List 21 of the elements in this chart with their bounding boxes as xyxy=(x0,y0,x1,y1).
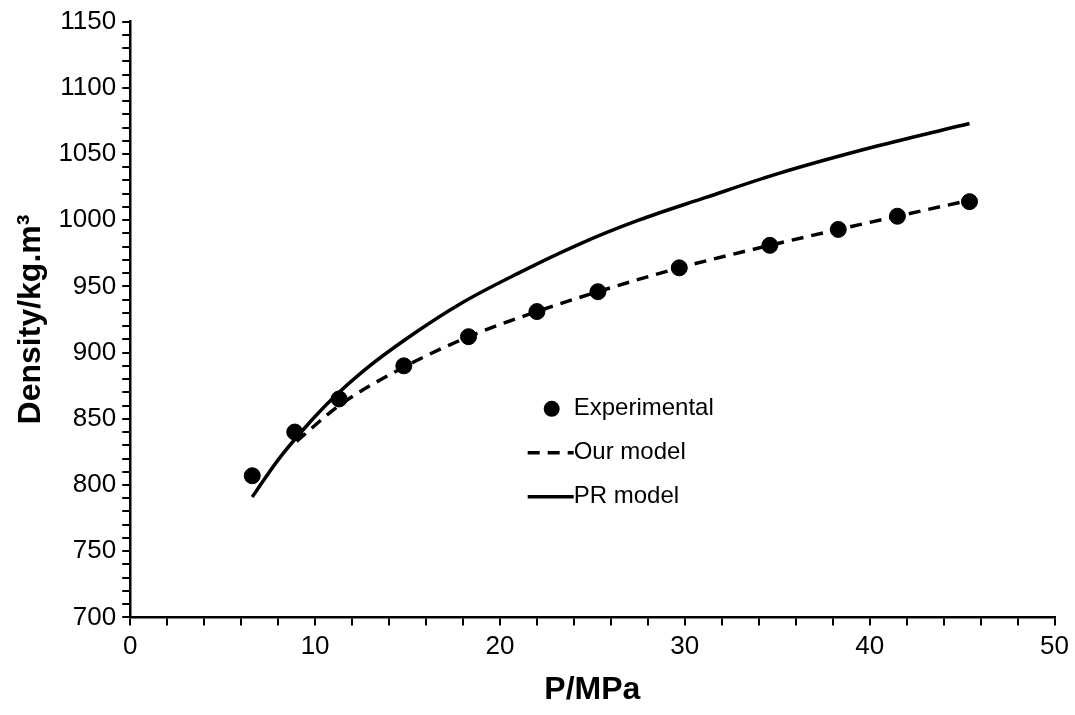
x-axis-title: P/MPa xyxy=(544,669,641,706)
y-axis-title: Density/kg.m³ xyxy=(11,214,48,425)
x-tick-label: 50 xyxy=(1040,630,1069,661)
y-tick-label: 900 xyxy=(72,335,117,366)
x-tick-label: 40 xyxy=(855,630,885,661)
y-tick-label: 800 xyxy=(72,468,117,499)
legend-label: Experimental xyxy=(573,393,714,421)
x-tick-label: 0 xyxy=(123,630,138,661)
y-tick-label: 1000 xyxy=(58,203,117,234)
y-tick-label: 1100 xyxy=(60,70,117,101)
x-tick-label: 20 xyxy=(485,630,515,661)
x-tick-label: 30 xyxy=(670,630,700,661)
y-tick-label: 850 xyxy=(72,401,117,432)
legend-label: Our model xyxy=(573,437,686,465)
x-tick-label: 10 xyxy=(300,630,330,661)
y-tick-label: 700 xyxy=(72,600,117,631)
legend-label: PR model xyxy=(573,481,680,509)
y-tick-label: 1150 xyxy=(60,4,117,35)
y-tick-label: 950 xyxy=(72,269,117,300)
y-tick-label: 750 xyxy=(72,534,117,565)
y-tick-label: 1050 xyxy=(58,137,117,168)
